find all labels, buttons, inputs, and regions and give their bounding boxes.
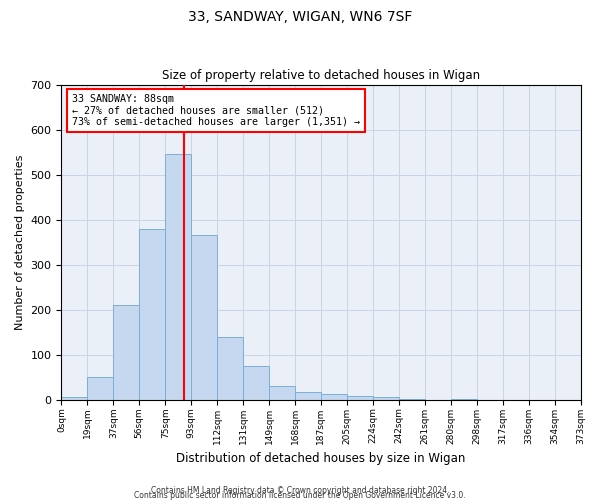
Text: Contains HM Land Registry data © Crown copyright and database right 2024.: Contains HM Land Registry data © Crown c… <box>151 486 449 495</box>
Bar <box>139 228 165 400</box>
Bar <box>451 399 476 400</box>
Bar <box>399 399 425 400</box>
X-axis label: Distribution of detached houses by size in Wigan: Distribution of detached houses by size … <box>176 452 466 465</box>
Bar <box>217 336 243 400</box>
Text: Contains public sector information licensed under the Open Government Licence v3: Contains public sector information licen… <box>134 491 466 500</box>
Bar <box>269 386 295 400</box>
Bar <box>191 236 217 400</box>
Bar <box>88 377 113 400</box>
Bar <box>61 398 88 400</box>
Bar <box>243 366 269 400</box>
Title: Size of property relative to detached houses in Wigan: Size of property relative to detached ho… <box>162 69 480 82</box>
Bar <box>373 396 399 400</box>
Bar <box>165 154 191 400</box>
Bar <box>321 394 347 400</box>
Bar <box>295 392 321 400</box>
Bar <box>347 396 373 400</box>
Y-axis label: Number of detached properties: Number of detached properties <box>15 154 25 330</box>
Text: 33 SANDWAY: 88sqm
← 27% of detached houses are smaller (512)
73% of semi-detache: 33 SANDWAY: 88sqm ← 27% of detached hous… <box>72 94 360 127</box>
Bar <box>113 305 139 400</box>
Text: 33, SANDWAY, WIGAN, WN6 7SF: 33, SANDWAY, WIGAN, WN6 7SF <box>188 10 412 24</box>
